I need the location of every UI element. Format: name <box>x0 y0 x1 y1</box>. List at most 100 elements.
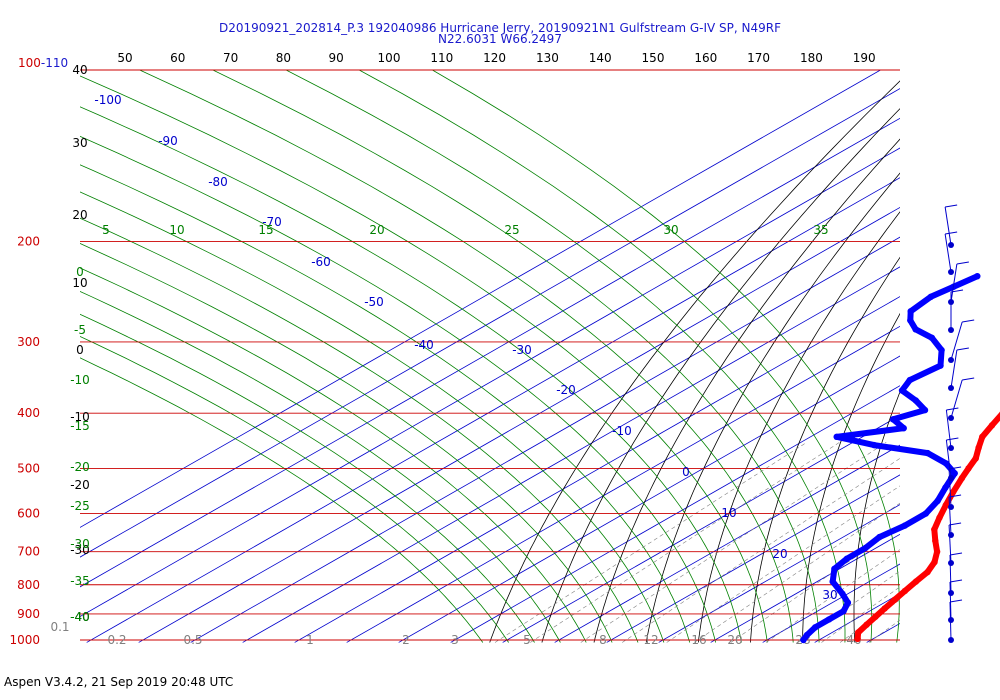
mixing-ratio-line <box>821 586 900 643</box>
isotherm-line <box>138 206 900 643</box>
altitude-tick-label: 20 <box>72 208 87 222</box>
wind-barb-flag <box>945 204 958 208</box>
isotherm-line <box>80 117 900 588</box>
temperature-profile-point <box>975 444 982 451</box>
wind-barbs <box>944 204 975 643</box>
wind-barb-shaft <box>949 601 952 641</box>
temperature-profile-point <box>912 578 920 585</box>
moist-adiabat-line <box>139 70 794 643</box>
dry-adiabat-line <box>697 211 900 643</box>
plot-area <box>80 70 1000 643</box>
altitude-tick-label: -30 <box>70 543 90 557</box>
isotherm-line <box>346 325 900 643</box>
temperature-profile-point <box>932 537 939 545</box>
moist-adiabat-label: -15 <box>70 419 90 433</box>
moist-adiabat-line <box>80 164 691 643</box>
dewpoint-profile-point <box>862 544 869 552</box>
dewpoint-profile-point <box>942 460 950 467</box>
wind-barb-flag <box>948 494 962 498</box>
pressure-tick-label: 900 <box>17 607 40 621</box>
wind-barb-shaft <box>945 439 952 479</box>
theta-tick-label: 110 <box>430 51 453 65</box>
chart-title-line1: D20190921_202814_P.3 192040986 Hurricane… <box>219 21 781 35</box>
moist-adiabat-line <box>80 313 535 643</box>
moist-adiabat-line <box>80 191 665 643</box>
theta-e-label: 30 <box>663 223 678 237</box>
moist-adiabat-label: 0 <box>76 265 84 279</box>
temperature-profile-point <box>936 514 943 521</box>
wind-barb-shaft <box>944 233 952 273</box>
mixing-ratio-line <box>765 549 900 643</box>
theta-tick-label: 120 <box>483 51 506 65</box>
mixing-ratio-line <box>694 502 900 643</box>
wind-barb-flag <box>948 522 962 526</box>
isotherm-label: -70 <box>262 215 282 229</box>
altitude-tick-label: 10 <box>72 276 87 290</box>
mixing-ratio-label: 0.1 <box>50 620 69 634</box>
dewpoint-profile-point <box>840 608 847 615</box>
pressure-tick-label: 400 <box>17 406 40 420</box>
dewpoint-profile-point <box>870 441 878 449</box>
pressure-tick-label: 800 <box>17 578 40 592</box>
pressure-tick-label: 300 <box>17 335 40 349</box>
moist-adiabat-line <box>432 70 900 643</box>
dewpoint-profile-point <box>900 425 907 432</box>
isotherm-label: -80 <box>208 175 228 189</box>
mixing-ratio-line <box>530 442 840 643</box>
isotherm-line <box>242 266 900 643</box>
isotherm-label: 20 <box>772 547 787 561</box>
wind-barb-flag <box>950 289 964 293</box>
theta-tick-label: 170 <box>747 51 770 65</box>
dewpoint-profile-point <box>833 433 840 440</box>
mixing-ratio-label: 1 <box>306 633 314 647</box>
wind-barb-shaft <box>948 496 952 536</box>
wind-barb-flag <box>956 261 969 265</box>
moist-adiabat-line <box>212 70 820 643</box>
temperature-profile-point <box>988 422 996 429</box>
theta-e-label: 10 <box>169 223 184 237</box>
pressure-tick-label: 700 <box>17 545 40 559</box>
dewpoint-profile-point <box>843 555 851 562</box>
mixing-ratio-label: 2 <box>402 633 410 647</box>
altitude-tick-label: 40 <box>72 63 87 77</box>
isotherm-line <box>762 563 900 643</box>
footer-version-timestamp: Aspen V3.4.2, 21 Sep 2019 20:48 UTC <box>4 675 234 689</box>
isotherm-line <box>80 88 900 558</box>
theta-tick-label: 100 <box>378 51 401 65</box>
theta-tick-label: 180 <box>800 51 823 65</box>
theta-tick-label: 140 <box>589 51 612 65</box>
theta-tick-label: 150 <box>642 51 665 65</box>
mixing-ratio-label: 0.2 <box>107 633 126 647</box>
wind-barb-flag <box>946 437 959 441</box>
wind-barb-flag <box>949 579 963 583</box>
dewpoint-profile-point <box>921 406 929 414</box>
isotherm-line <box>86 177 900 643</box>
dewpoint-profile-point <box>825 616 833 623</box>
dewpoint-profile-point <box>907 308 914 315</box>
temperature-profile-point <box>931 558 938 566</box>
dewpoint-profile-point <box>942 484 949 491</box>
mixing-ratio-label: 16 <box>691 633 706 647</box>
altitude-tick-label: -10 <box>70 410 90 424</box>
dewpoint-profile-point <box>839 590 846 598</box>
altitude-tick-label: 30 <box>72 136 87 150</box>
dry-adiabat-line <box>952 70 1000 643</box>
dewpoint-profile-point <box>934 497 941 504</box>
dewpoint-profile-point <box>938 346 945 354</box>
altitude-tick-label: -20 <box>70 478 90 492</box>
moist-adiabat-line <box>80 106 742 643</box>
theta-tick-label: 50 <box>117 51 132 65</box>
temperature-profile-point <box>931 526 938 533</box>
wind-barb-shaft <box>948 524 952 564</box>
isotherm-line <box>80 70 881 528</box>
pressure-tick-label: 600 <box>17 507 40 521</box>
wind-barb-flag <box>956 347 969 351</box>
dewpoint-profile-point <box>812 624 819 631</box>
isotherm-label: -10 <box>612 424 632 438</box>
temperature-profile-point <box>979 433 986 440</box>
dewpoint-profile-point <box>803 631 811 639</box>
mixing-ratio-line <box>622 458 900 643</box>
isotherm-label: -40 <box>414 338 434 352</box>
temperature-profile-point <box>972 455 979 462</box>
